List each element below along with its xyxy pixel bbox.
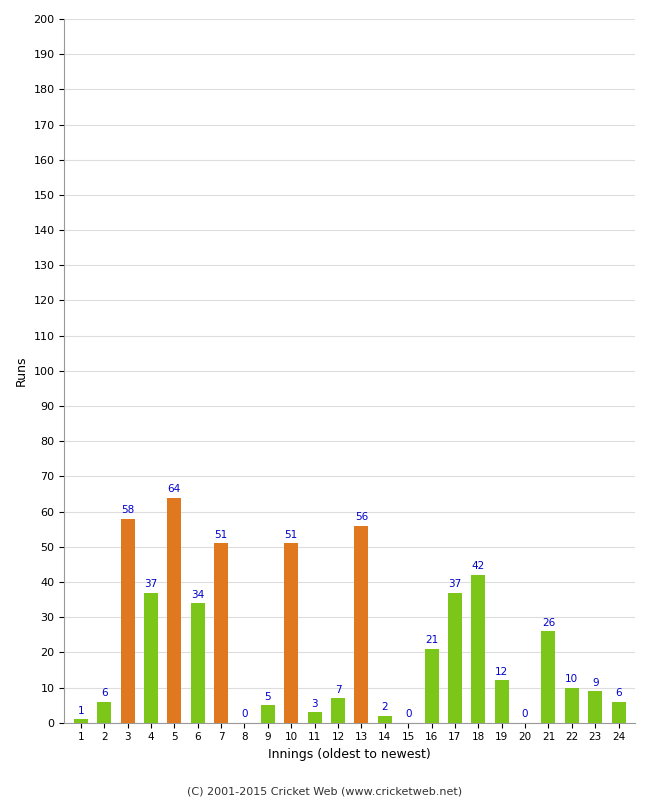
Text: 58: 58 xyxy=(121,505,134,515)
Bar xyxy=(261,705,275,722)
Bar xyxy=(354,526,369,722)
Bar xyxy=(588,691,603,722)
Text: 37: 37 xyxy=(448,579,461,589)
Text: 10: 10 xyxy=(566,674,578,684)
Text: 26: 26 xyxy=(542,618,555,628)
Bar xyxy=(97,702,111,722)
Bar xyxy=(541,631,556,722)
Text: 7: 7 xyxy=(335,685,341,694)
Bar xyxy=(448,593,462,722)
Bar xyxy=(190,603,205,722)
Text: 5: 5 xyxy=(265,692,271,702)
Bar xyxy=(307,712,322,722)
Text: 51: 51 xyxy=(285,530,298,540)
Text: 0: 0 xyxy=(241,710,248,719)
X-axis label: Innings (oldest to newest): Innings (oldest to newest) xyxy=(268,748,431,761)
Text: 37: 37 xyxy=(144,579,157,589)
Bar xyxy=(144,593,158,722)
Text: 34: 34 xyxy=(191,590,204,599)
Y-axis label: Runs: Runs xyxy=(15,356,28,386)
Bar xyxy=(73,719,88,722)
Text: 0: 0 xyxy=(522,710,528,719)
Bar xyxy=(214,543,228,722)
Text: 64: 64 xyxy=(168,484,181,494)
Bar xyxy=(331,698,345,722)
Bar xyxy=(424,649,439,722)
Text: 2: 2 xyxy=(382,702,388,712)
Text: 42: 42 xyxy=(472,562,485,571)
Bar xyxy=(565,687,579,722)
Bar xyxy=(284,543,298,722)
Text: 1: 1 xyxy=(77,706,84,716)
Text: 56: 56 xyxy=(355,512,368,522)
Bar xyxy=(167,498,181,722)
Text: 9: 9 xyxy=(592,678,599,687)
Bar xyxy=(495,681,509,722)
Text: 3: 3 xyxy=(311,698,318,709)
Bar xyxy=(471,575,486,722)
Text: 21: 21 xyxy=(425,635,438,646)
Text: 12: 12 xyxy=(495,667,508,677)
Text: 6: 6 xyxy=(616,688,622,698)
Text: 51: 51 xyxy=(214,530,227,540)
Text: 6: 6 xyxy=(101,688,107,698)
Bar xyxy=(612,702,626,722)
Text: 0: 0 xyxy=(405,710,411,719)
Bar xyxy=(378,716,392,722)
Text: (C) 2001-2015 Cricket Web (www.cricketweb.net): (C) 2001-2015 Cricket Web (www.cricketwe… xyxy=(187,786,463,796)
Bar xyxy=(120,518,135,722)
